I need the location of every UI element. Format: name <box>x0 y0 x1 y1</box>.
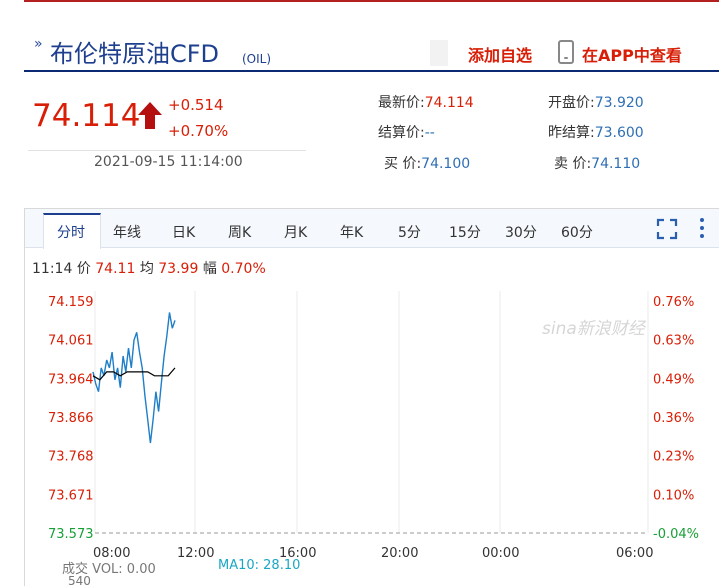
ma10-value: MA10: 28.10 <box>218 558 301 573</box>
latest-price-label: 最新价: <box>378 95 425 111</box>
tab-15min[interactable]: 15分 <box>449 225 481 241</box>
more-options-icon[interactable] <box>697 216 707 240</box>
y-right-tick-label: 0.63% <box>653 334 694 349</box>
x-tick-label: 20:00 <box>381 546 418 561</box>
info-amp-label: 幅 <box>202 261 217 277</box>
title-separator <box>430 40 448 66</box>
x-tick-label: 06:00 <box>616 546 653 561</box>
chart-tab-bar <box>25 209 719 248</box>
x-tick-label: 00:00 <box>482 546 519 561</box>
add-favorite-button[interactable]: 添加自选 <box>468 46 533 65</box>
buy-price-label: 买 价: <box>384 156 422 172</box>
tab-year-line[interactable]: 年线 <box>113 225 141 241</box>
latest-price-stat: 最新价:74.114 <box>378 92 474 112</box>
price-change: +0.514 <box>168 96 224 114</box>
price-divider <box>28 150 306 151</box>
chart-series <box>92 312 176 444</box>
y-right-tick-label: 0.23% <box>653 450 694 465</box>
top-accent-line <box>24 0 719 2</box>
phone-icon[interactable] <box>558 40 574 64</box>
y-left-tick-label: 74.159 <box>48 295 94 310</box>
price-series-line <box>92 312 176 444</box>
tab-weekly-k[interactable]: 周K <box>228 225 252 241</box>
buy-price-stat: 买 价:74.100 <box>384 153 470 173</box>
tab-5min[interactable]: 5分 <box>398 225 421 241</box>
title-bar: » 布伦特原油CFD (OIL) 添加自选 在APP中查看 <box>24 28 719 72</box>
cursor-info-line: 11:14 价 74.11 均 73.99 幅 0.70% <box>32 258 266 278</box>
sell-price-stat: 卖 价:74.110 <box>554 153 640 173</box>
double-chevron-icon: » <box>34 36 43 52</box>
prev-settle-value: 73.600 <box>594 125 644 141</box>
y-left-tick-label: 73.768 <box>48 450 94 465</box>
tab-intraday[interactable]: 分时 <box>57 225 85 241</box>
tab-daily-k[interactable]: 日K <box>172 225 196 241</box>
open-price-label: 开盘价: <box>548 95 595 111</box>
y-left-tick-label: 73.866 <box>48 411 94 426</box>
info-price-value: 74.11 <box>95 261 136 277</box>
tab-60min[interactable]: 60分 <box>561 225 593 241</box>
average-series-line <box>92 367 176 381</box>
info-price-label: 价 <box>76 261 91 277</box>
settle-price-stat: 结算价:-- <box>378 122 435 142</box>
current-price: 74.114 <box>32 98 141 134</box>
info-avg-value: 73.99 <box>158 261 199 277</box>
settle-price-label: 结算价: <box>378 125 425 141</box>
x-tick-label: 16:00 <box>279 546 316 561</box>
prev-settle-label: 昨结算: <box>548 125 595 141</box>
sell-price-label: 卖 价: <box>554 156 592 172</box>
y-left-tick-label: 73.671 <box>48 488 94 503</box>
y-right-tick-label: 0.76% <box>653 295 694 310</box>
volume-value: VOL: 0.00 <box>92 562 156 577</box>
chart-panel <box>24 208 719 586</box>
y-left-tick-label: 73.573 <box>48 527 94 542</box>
y-right-tick-label: 0.36% <box>653 411 694 426</box>
x-tick-label: 12:00 <box>177 546 214 561</box>
info-time: 11:14 <box>32 261 73 277</box>
active-tab-indicator <box>43 213 101 249</box>
tab-yearly-k[interactable]: 年K <box>340 225 364 241</box>
quote-time: 2021-09-15 11:14:00 <box>94 154 243 170</box>
x-tick-label: 08:00 <box>93 546 130 561</box>
y-right-tick-label: 0.49% <box>653 372 694 387</box>
instrument-code: (OIL) <box>242 52 272 66</box>
open-price-stat: 开盘价:73.920 <box>548 92 644 112</box>
y-left-tick-label: 74.061 <box>48 334 94 349</box>
sell-price-value: 74.110 <box>591 156 641 172</box>
chart-x-labels: 08:00 12:00 16:00 20:00 00:00 06:00 <box>93 546 653 561</box>
latest-price-value: 74.114 <box>424 95 474 111</box>
price-change-percent: +0.70% <box>168 122 229 140</box>
up-arrow-icon <box>138 102 162 129</box>
watermark-logo: sina新浪财经 <box>542 319 647 339</box>
y-left-tick-label: 73.964 <box>48 372 94 387</box>
instrument-title: 布伦特原油CFD <box>50 40 220 68</box>
info-avg-label: 均 <box>139 261 154 277</box>
open-price-value: 73.920 <box>594 95 644 111</box>
fullscreen-icon[interactable] <box>656 218 678 240</box>
tab-30min[interactable]: 30分 <box>505 225 537 241</box>
prev-settle-stat: 昨结算:73.600 <box>548 122 644 142</box>
volume-row: 成交 VOL: 0.00 <box>62 558 156 577</box>
info-amp-value: 0.70% <box>221 261 266 277</box>
chart-y-labels: 74.159 74.061 73.964 73.866 73.768 73.671 73.5… <box>48 295 699 542</box>
volume-label: 成交 <box>62 562 89 577</box>
open-in-app-button[interactable]: 在APP中查看 <box>582 46 682 65</box>
settle-price-value: -- <box>424 125 435 141</box>
buy-price-value: 74.100 <box>421 156 471 172</box>
y-right-tick-label: -0.04% <box>653 527 699 542</box>
tab-monthly-k[interactable]: 月K <box>284 225 308 241</box>
chart-grid <box>94 291 649 534</box>
volume-axis-value: 540 <box>68 574 91 588</box>
y-right-tick-label: 0.10% <box>653 488 694 503</box>
